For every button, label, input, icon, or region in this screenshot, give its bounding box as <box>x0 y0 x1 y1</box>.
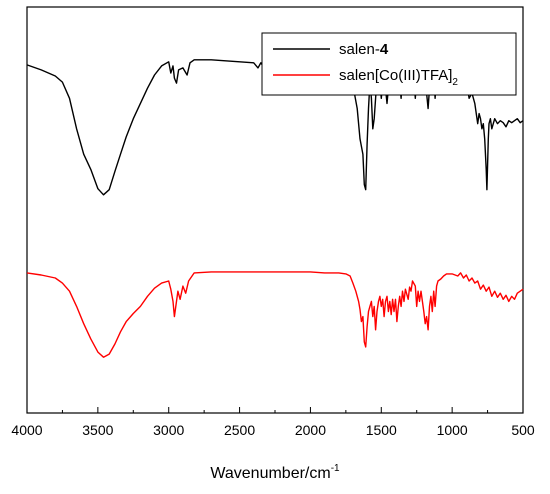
legend-label-salen-4-bold: 4 <box>380 41 389 58</box>
legend-label-salen-co-text: salen[Co(III)TFA] <box>339 67 452 84</box>
x-tick-label-2500: 2500 <box>224 422 255 438</box>
series-line-salen-co-tfa <box>26 271 524 358</box>
x-tick-label-3500: 3500 <box>82 422 113 438</box>
x-axis-title: Wavenumber/cm-1 <box>210 463 340 482</box>
legend-label-salen-4: salen-4 <box>339 41 389 58</box>
x-tick-label-2000: 2000 <box>295 422 326 438</box>
legend-label-salen-co: salen[Co(III)TFA]2 <box>339 67 458 88</box>
x-tick-label-3000: 3000 <box>153 422 184 438</box>
legend-label-salen-4-text: salen- <box>339 41 380 58</box>
x-axis-title-superscript: -1 <box>331 463 340 474</box>
x-tick-label-4000: 4000 <box>11 422 42 438</box>
x-tick-label-500: 500 <box>511 422 535 438</box>
x-axis-ticks: 4000 3500 3000 2500 2000 1500 1000 500 <box>11 407 535 438</box>
series-layer <box>26 59 524 358</box>
legend-label-salen-co-subscript: 2 <box>452 77 458 88</box>
x-axis-title-text: Wavenumber/cm <box>210 465 330 482</box>
x-tick-label-1000: 1000 <box>437 422 468 438</box>
x-tick-label-1500: 1500 <box>366 422 397 438</box>
legend-box <box>261 32 517 96</box>
legend: salen-4 salen[Co(III)TFA]2 <box>261 32 517 96</box>
